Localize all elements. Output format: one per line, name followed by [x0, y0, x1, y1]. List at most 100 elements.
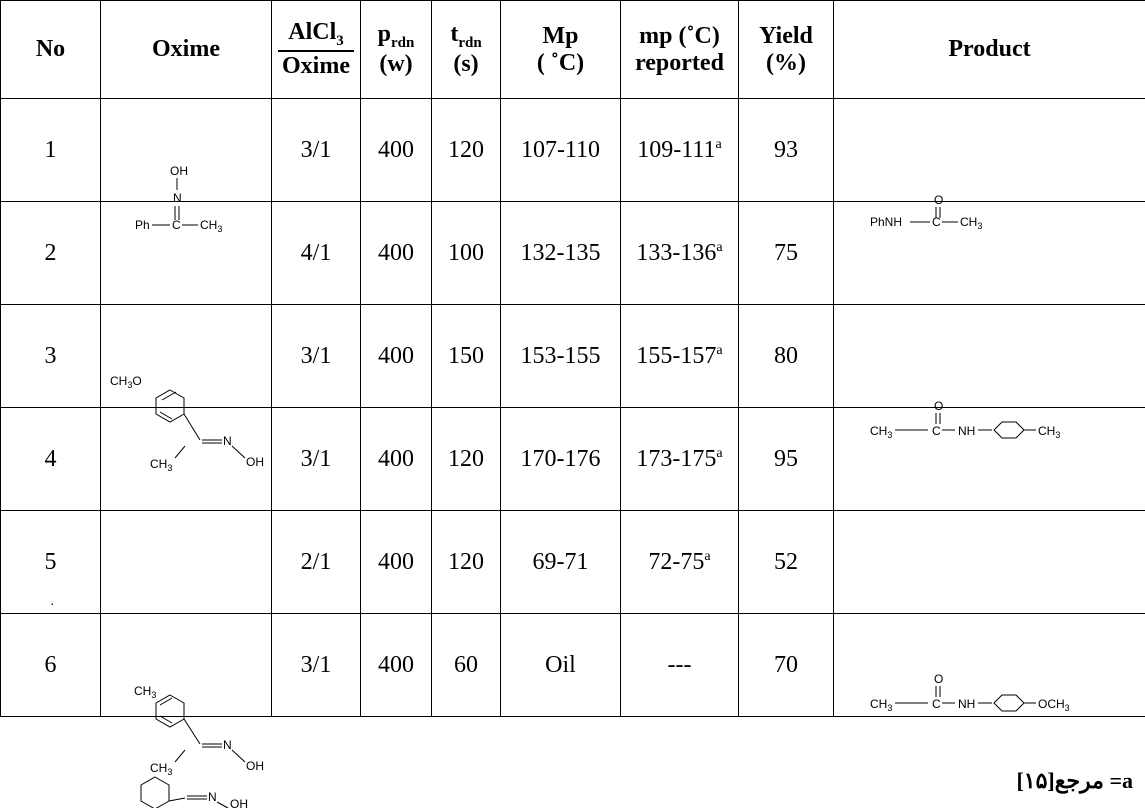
cell-yield: 80	[738, 304, 834, 408]
cell-yield: 70	[738, 613, 834, 717]
reported-value: 72-75	[648, 548, 705, 575]
cell-time-value: 60	[454, 651, 478, 678]
cell-oxime	[100, 98, 272, 202]
table-row: 1 3/1 400 120 107-110 109-111a 93	[0, 98, 1145, 202]
cell-time-value: 120	[448, 136, 484, 163]
cell-mp-reported: 109-111a	[620, 98, 739, 202]
row-dot: .	[50, 594, 55, 609]
cell-ratio-value: 4/1	[300, 239, 332, 266]
cell-mp: Oil	[500, 613, 621, 717]
reference-superscript: a	[716, 445, 723, 461]
cell-ratio-value: 2/1	[300, 548, 332, 575]
cell-mp-value: 69-71	[532, 548, 589, 575]
reported-value: 155-157	[636, 342, 717, 369]
cell-power: 400	[360, 201, 432, 305]
cell-ratio: 3/1	[271, 98, 361, 202]
reported-value: 109-111	[637, 136, 716, 163]
cell-time: 120	[431, 407, 501, 511]
cell-power: 400	[360, 510, 432, 614]
header-time: trdn (s)	[431, 0, 501, 99]
cell-ratio-value: 3/1	[300, 342, 332, 369]
cell-time-value: 120	[448, 445, 484, 472]
reported-value: 173-175	[636, 445, 717, 472]
cell-time: 120	[431, 510, 501, 614]
cell-mp-value: Oil	[545, 651, 576, 678]
cell-mp-reported: 133-136a	[620, 201, 739, 305]
footnote: a= مرجع[۱۵]	[1016, 768, 1133, 793]
results-table: No Oxime AlCl3 Oxime prdn (w) trdn (s) M…	[0, 0, 1145, 717]
cell-ratio: 3/1	[271, 304, 361, 408]
cell-product	[833, 613, 1145, 717]
cell-power-value: 400	[378, 548, 414, 575]
cell-time-value: 120	[448, 548, 484, 575]
reference-superscript: a	[715, 136, 722, 152]
cell-power-value: 400	[378, 342, 414, 369]
chem-ch3-4: CH3	[150, 761, 172, 777]
cell-no-value: 6	[44, 651, 57, 678]
cell-product	[833, 98, 1145, 202]
table-row: 4 3/1 400 120 170-176 173-175a 95	[0, 407, 1145, 511]
header-yield: Yield (%)	[738, 0, 834, 99]
cell-yield: 95	[738, 407, 834, 511]
cell-yield-value: 80	[774, 342, 798, 369]
cell-oxime	[100, 510, 272, 614]
chem-oh-3: OH	[246, 759, 264, 773]
cell-oxime	[100, 407, 272, 511]
cell-mp-value: 132-135	[520, 239, 601, 266]
cell-mp-reported: 155-157a	[620, 304, 739, 408]
table-row: 2 4/1 400 100 132-135 133-136a 75	[0, 201, 1145, 305]
cell-power-value: 400	[378, 651, 414, 678]
cell-time-value: 100	[448, 239, 484, 266]
cell-power: 400	[360, 407, 432, 511]
cell-yield-value: 75	[774, 239, 798, 266]
header-product: Product	[833, 0, 1145, 99]
cell-yield: 52	[738, 510, 834, 614]
chem-oh-4: OH	[230, 797, 248, 808]
reference-superscript: a	[704, 548, 711, 564]
cell-mp-value: 153-155	[520, 342, 601, 369]
cell-power: 400	[360, 613, 432, 717]
cell-no: 4	[0, 407, 101, 511]
cell-yield-value: 70	[774, 651, 798, 678]
cell-ratio: 2/1	[271, 510, 361, 614]
reported-value: ---	[667, 651, 692, 678]
cell-yield: 93	[738, 98, 834, 202]
cell-no: 3	[0, 304, 101, 408]
header-mp: Mp( ˚C)	[500, 0, 621, 99]
benzophenone-oxime-structure: N OH	[140, 776, 248, 808]
table-row: 6 3/1 400 60 Oil --- 70	[0, 613, 1145, 717]
cell-yield-value: 95	[774, 445, 798, 472]
header-no: No	[0, 0, 101, 99]
cell-mp: 153-155	[500, 304, 621, 408]
cell-yield-value: 93	[774, 136, 798, 163]
cell-mp-reported: ---	[620, 613, 739, 717]
cell-mp: 69-71	[500, 510, 621, 614]
table-row: 3 3/1 400 150 153-155 155-157a 80	[0, 304, 1145, 408]
cell-power: 400	[360, 98, 432, 202]
cell-ratio: 4/1	[271, 201, 361, 305]
cell-ratio: 3/1	[271, 407, 361, 511]
chem-n-4: N	[208, 790, 217, 804]
cell-mp: 170-176	[500, 407, 621, 511]
header-mp-reported: mp (˚C) reported	[620, 0, 739, 99]
cell-no: 1	[0, 98, 101, 202]
cell-ratio-value: 3/1	[300, 651, 332, 678]
cell-no-value: 3	[44, 342, 57, 369]
cell-ratio-value: 3/1	[300, 136, 332, 163]
cell-product	[833, 201, 1145, 305]
cell-product	[833, 407, 1145, 511]
cell-oxime	[100, 613, 272, 717]
cell-oxime	[100, 304, 272, 408]
reference-superscript: a	[716, 239, 723, 255]
cell-time: 120	[431, 98, 501, 202]
cell-no-value: 2	[44, 239, 57, 266]
cell-ratio-value: 3/1	[300, 445, 332, 472]
reported-value: 133-136	[636, 239, 717, 266]
cell-yield-value: 52	[774, 548, 798, 575]
cell-product	[833, 510, 1145, 614]
cell-time: 100	[431, 201, 501, 305]
cell-power-value: 400	[378, 445, 414, 472]
cell-no: 2	[0, 201, 101, 305]
cell-power: 400	[360, 304, 432, 408]
cell-product	[833, 304, 1145, 408]
